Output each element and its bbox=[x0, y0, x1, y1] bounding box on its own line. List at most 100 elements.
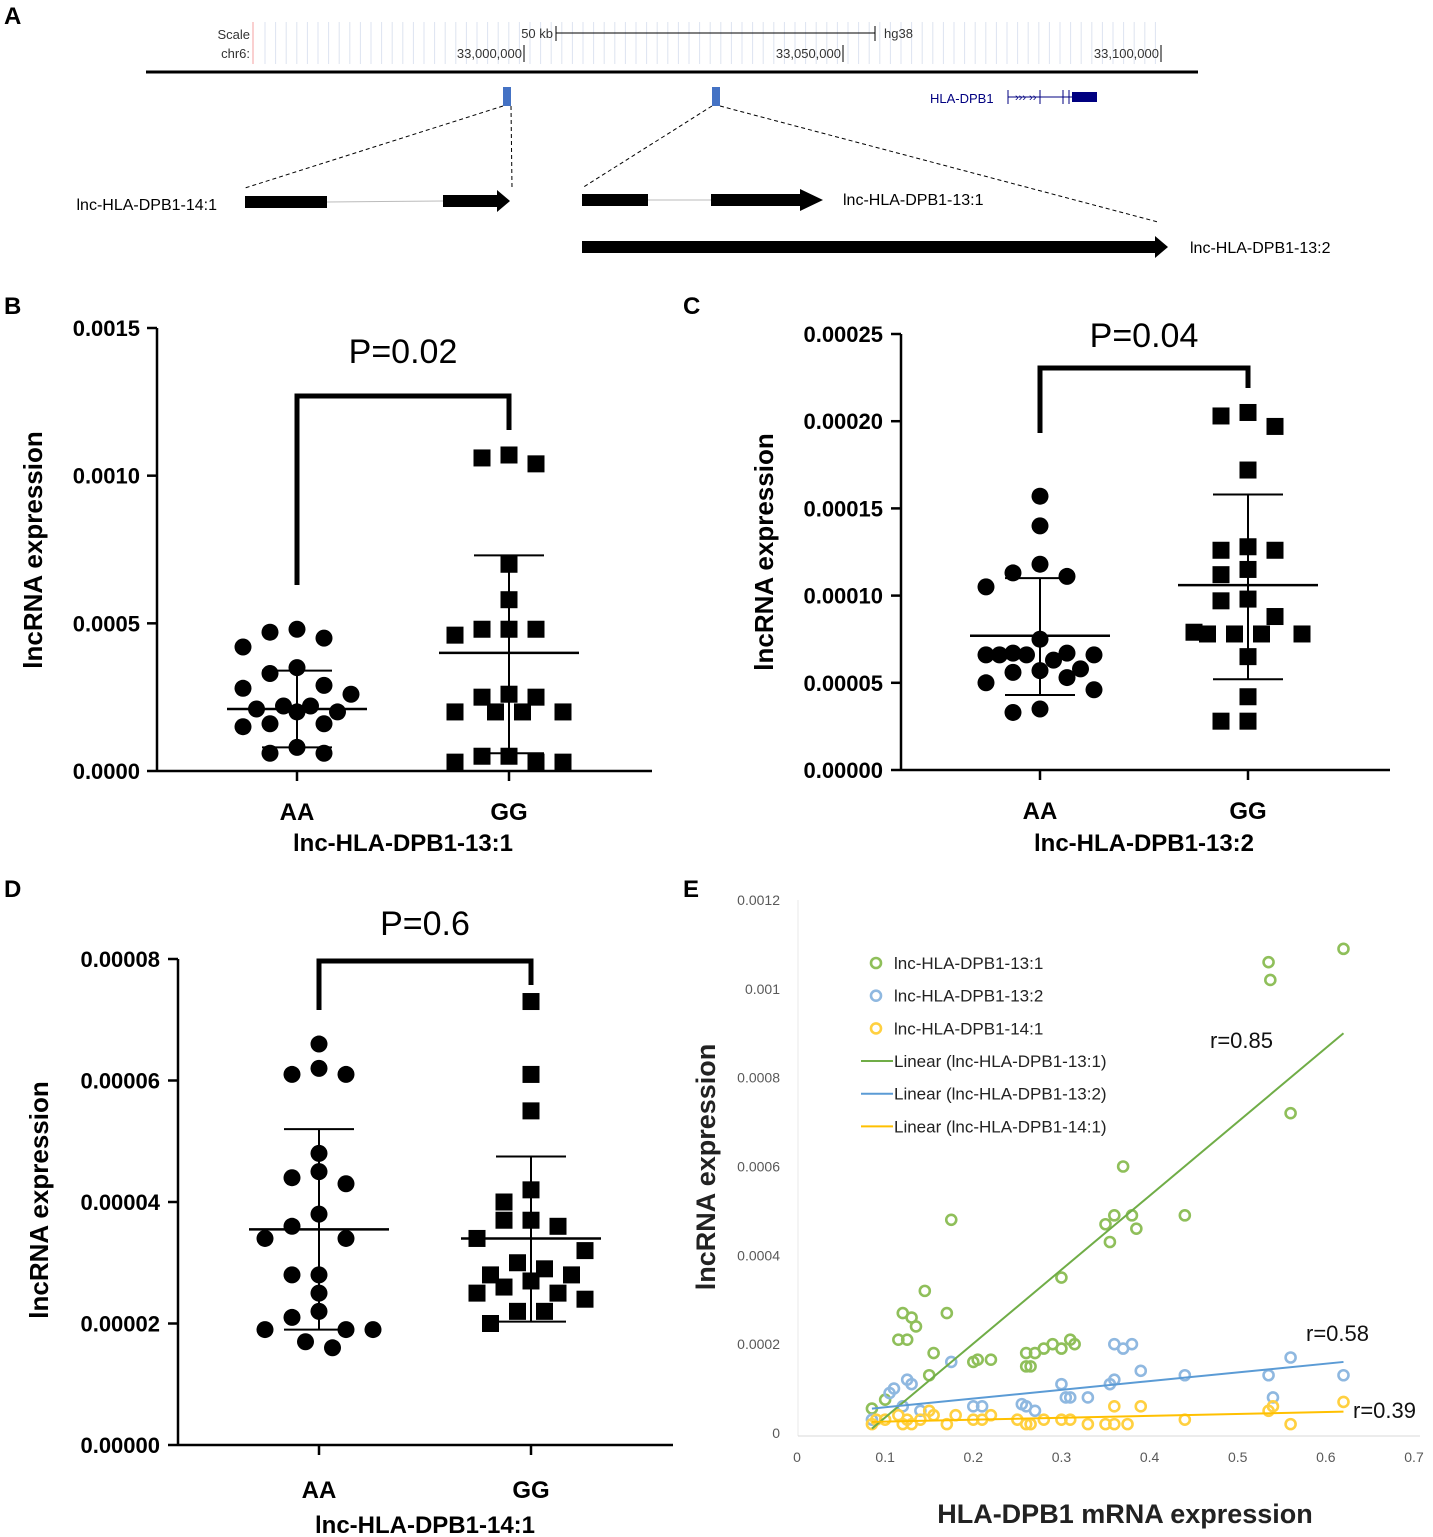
data-point-GG bbox=[1212, 541, 1230, 559]
legend-marker bbox=[869, 989, 883, 1003]
scale-bar-label: 50 kb bbox=[521, 26, 553, 41]
significance-bracket bbox=[294, 393, 512, 585]
data-point-lnc-HLA-DPB1-14:1 bbox=[1063, 1413, 1077, 1426]
dot-plot-panel-B: 0.0000 0.0005 0.0010 0.0015 lncRNA expressio… bbox=[18, 316, 652, 857]
data-point-GG bbox=[1293, 625, 1311, 643]
legend-marker bbox=[869, 956, 883, 970]
data-point-AA bbox=[283, 1169, 301, 1187]
y-tick-label: 0.00005 bbox=[803, 671, 883, 696]
data-point-AA bbox=[1018, 646, 1035, 664]
data-point-GG bbox=[527, 753, 545, 771]
x-tick-label: 0.6 bbox=[1316, 1449, 1336, 1465]
panel-letter: A bbox=[4, 3, 21, 30]
data-point-GG bbox=[473, 688, 491, 706]
zoom-guide-line bbox=[581, 105, 713, 189]
transcript-label: lnc-HLA-DPB1-13:2 bbox=[1190, 240, 1331, 257]
y-tick-label: 0.0010 bbox=[73, 464, 140, 489]
data-point-GG bbox=[500, 446, 518, 464]
data-point-lnc-HLA-DPB1-13:2 bbox=[1134, 1364, 1148, 1378]
data-point-AA bbox=[302, 697, 319, 715]
data-point-AA bbox=[1072, 660, 1089, 678]
position-label: 33,050,000 bbox=[776, 46, 841, 61]
data-point-GG bbox=[473, 449, 491, 467]
data-point-GG bbox=[554, 703, 572, 721]
exon-arrow bbox=[711, 189, 823, 211]
data-point-GG bbox=[1239, 461, 1257, 479]
data-point-GG bbox=[487, 703, 504, 721]
exon bbox=[582, 194, 648, 206]
correlation-panel-E: 0 0.0002 0.0004 0.0006 0.0008 0.001 0.0012 0 0.1… bbox=[691, 892, 1424, 1529]
data-point-lnc-HLA-DPB1-13:1 bbox=[984, 1353, 998, 1367]
panel-letter: C bbox=[683, 293, 700, 320]
panel-letter: B bbox=[4, 293, 21, 320]
x-axis-title: HLA-DPB1 mRNA expression bbox=[937, 1499, 1313, 1529]
exon-arrow bbox=[582, 236, 1168, 258]
data-point-GG bbox=[446, 703, 464, 721]
data-point-lnc-HLA-DPB1-13:1 bbox=[1262, 955, 1275, 969]
transcript-label: lnc-HLA-DPB1-14:1 bbox=[77, 197, 218, 214]
trendline-lnc-HLA-DPB1-13:1 bbox=[871, 1032, 1345, 1430]
strand-arrows: ››› ›› bbox=[1015, 92, 1037, 104]
data-point-GG bbox=[1212, 712, 1230, 730]
data-point-AA bbox=[283, 1266, 301, 1284]
data-point-lnc-HLA-DPB1-13:2 bbox=[1337, 1368, 1350, 1382]
data-point-GG bbox=[482, 1315, 499, 1332]
data-point-AA bbox=[1058, 669, 1076, 687]
data-point-AA bbox=[256, 1321, 274, 1339]
data-point-GG bbox=[1212, 407, 1230, 425]
data-point-AA bbox=[337, 1229, 355, 1247]
data-point-lnc-HLA-DPB1-13:1 bbox=[1130, 1222, 1143, 1235]
data-point-lnc-HLA-DPB1-13:2 bbox=[1125, 1337, 1139, 1351]
data-point-AA bbox=[1031, 700, 1049, 718]
x-tick-label: AA bbox=[302, 1477, 337, 1504]
gene-exon bbox=[1072, 92, 1097, 102]
data-point-AA bbox=[1058, 567, 1076, 585]
y-axis-title: lncRNA expression bbox=[691, 1044, 721, 1291]
data-point-AA bbox=[297, 1333, 314, 1351]
data-point-GG bbox=[509, 1254, 526, 1272]
data-point-GG bbox=[527, 455, 545, 473]
data-point-lnc-HLA-DPB1-13:1 bbox=[1103, 1235, 1117, 1249]
p-value-label: P=0.02 bbox=[349, 333, 458, 371]
data-point-lnc-HLA-DPB1-13:1 bbox=[1108, 1209, 1121, 1222]
locus-13 bbox=[712, 87, 720, 106]
data-point-GG bbox=[1226, 625, 1243, 643]
y-tick-label: 0.00015 bbox=[803, 496, 883, 521]
y-tick-label: 0.00000 bbox=[803, 758, 883, 783]
data-point-lnc-HLA-DPB1-14:1 bbox=[940, 1417, 954, 1431]
data-point-GG bbox=[473, 747, 491, 765]
data-point-GG bbox=[446, 626, 464, 644]
x-tick-label: AA bbox=[280, 799, 315, 826]
y-tick-label: 0.0006 bbox=[737, 1159, 780, 1175]
data-point-AA bbox=[1004, 663, 1022, 681]
y-axis-title: lncRNA expression bbox=[18, 431, 48, 668]
data-point-GG bbox=[549, 1217, 567, 1235]
p-value-label: P=0.04 bbox=[1090, 317, 1199, 355]
significance-bracket bbox=[1037, 365, 1251, 433]
legend-label: Linear (lnc-HLA-DPB1-13:1) bbox=[894, 1052, 1107, 1071]
legend-label: Linear (lnc-HLA-DPB1-13:2) bbox=[894, 1085, 1107, 1104]
data-point-AA bbox=[261, 715, 279, 733]
data-point-AA bbox=[1031, 487, 1049, 505]
y-tick-label: 0.00000 bbox=[80, 1433, 160, 1458]
data-point-lnc-HLA-DPB1-13:1 bbox=[971, 1353, 984, 1367]
data-point-lnc-HLA-DPB1-13:2 bbox=[975, 1400, 989, 1413]
data-point-GG bbox=[495, 1211, 513, 1229]
y-tick-label: 0.00025 bbox=[803, 322, 883, 347]
data-point-AA bbox=[1045, 651, 1062, 669]
panel-letter: E bbox=[683, 876, 699, 903]
r-value-label: r=0.85 bbox=[1210, 1028, 1273, 1053]
data-point-lnc-HLA-DPB1-13:1 bbox=[1116, 1160, 1130, 1173]
zoom-guide-line bbox=[510, 105, 513, 189]
data-point-lnc-HLA-DPB1-13:1 bbox=[1178, 1209, 1192, 1222]
legend-label: lnc-HLA-DPB1-13:1 bbox=[894, 954, 1043, 973]
y-tick-label: 0.0002 bbox=[737, 1336, 780, 1352]
assembly-label: hg38 bbox=[884, 26, 913, 41]
data-point-GG bbox=[1199, 625, 1216, 643]
p-value-label: P=0.6 bbox=[380, 905, 470, 943]
data-point-lnc-HLA-DPB1-13:1 bbox=[1024, 1360, 1037, 1373]
data-point-AA bbox=[275, 697, 292, 715]
data-point-AA bbox=[1085, 681, 1103, 699]
trendline-lnc-HLA-DPB1-13:2 bbox=[871, 1360, 1344, 1410]
y-tick-label: 0.0000 bbox=[73, 759, 140, 784]
